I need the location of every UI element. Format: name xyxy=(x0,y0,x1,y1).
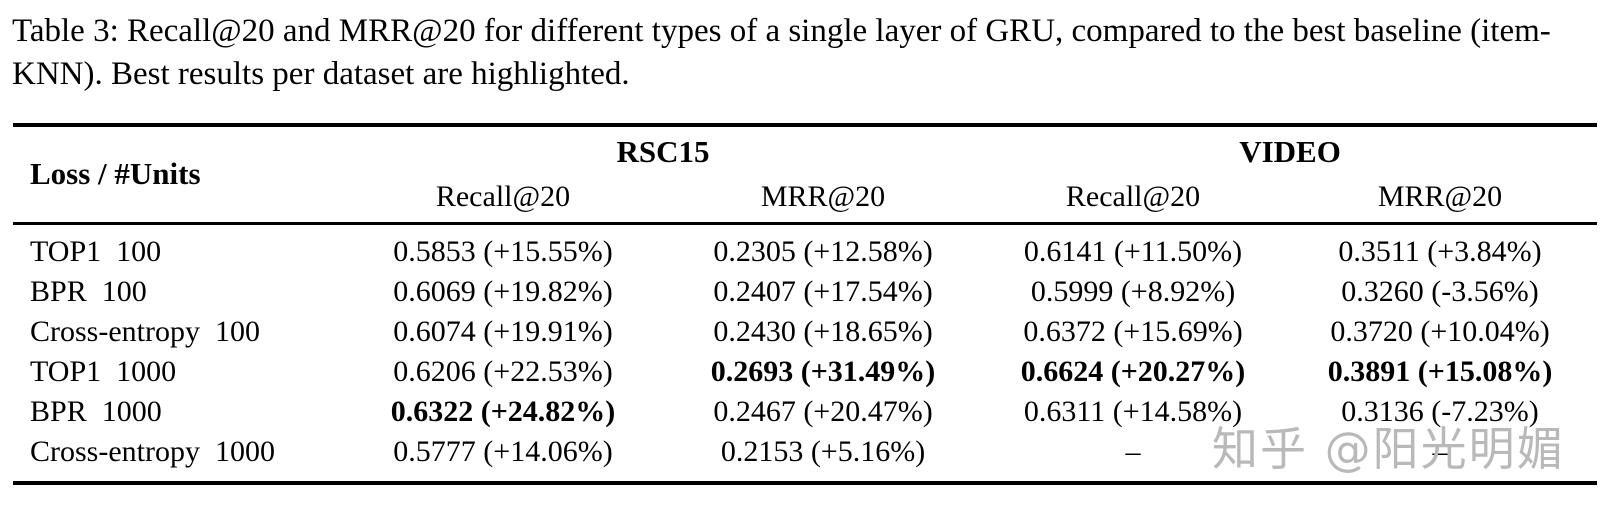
loss-name: BPR xyxy=(30,394,87,428)
header-row-groups: Loss / #Units RSC15 VIDEO xyxy=(13,125,1597,225)
units-value: 100 xyxy=(116,234,162,268)
column-group-rsc15: RSC15 xyxy=(616,134,710,169)
cell-video-mrr: 0.3136 (-7.23%) xyxy=(1341,394,1539,428)
table-row: Cross-entropy 100 0.6074 (+19.91%) 0.2430… xyxy=(13,312,1597,352)
loss-name: TOP1 xyxy=(30,354,102,388)
cell-rsc15-mrr: 0.2467 (+20.47%) xyxy=(713,394,933,428)
cell-rsc15-recall: 0.6069 (+19.82%) xyxy=(393,274,613,308)
cell-rsc15-recall: 0.5777 (+14.06%) xyxy=(393,434,613,468)
cell-video-recall: 0.6624 (+20.27%) xyxy=(1020,354,1246,388)
cell-video-mrr: – xyxy=(1432,434,1448,468)
units-value: 100 xyxy=(214,314,260,348)
cell-video-mrr: 0.3511 (+3.84%) xyxy=(1338,234,1542,268)
cell-video-mrr: 0.3260 (-3.56%) xyxy=(1341,274,1539,308)
table-row: TOP1 1000 0.6206 (+22.53%) 0.2693 (+31.49… xyxy=(13,352,1597,392)
table-row: BPR 100 0.6069 (+19.82%) 0.2407 (+17.54%)… xyxy=(13,272,1597,312)
table-row: Cross-entropy 1000 0.5777 (+14.06%) 0.215… xyxy=(13,432,1597,483)
cell-rsc15-recall: 0.6206 (+22.53%) xyxy=(393,354,613,388)
column-group-video: VIDEO xyxy=(1239,134,1341,169)
loss-name: BPR xyxy=(30,274,87,308)
cell-video-recall: 0.6141 (+11.50%) xyxy=(1023,234,1243,268)
results-table: Loss / #Units RSC15 VIDEO Recall@20 MRR@… xyxy=(13,123,1598,485)
column-header-loss-units: Loss / #Units xyxy=(13,125,343,225)
header-row-metrics: Recall@20 MRR@20 Recall@20 MRR@20 xyxy=(13,172,1598,225)
units-value: 100 xyxy=(101,274,147,308)
cell-rsc15-mrr: 0.2305 (+12.58%) xyxy=(713,234,933,268)
cell-video-recall: 0.6311 (+14.58%) xyxy=(1023,394,1243,428)
row-label: TOP1 100 xyxy=(13,223,343,272)
cell-rsc15-recall: 0.6322 (+24.82%) xyxy=(390,394,616,428)
column-header-rsc15-mrr: MRR@20 xyxy=(663,172,984,225)
cell-video-mrr: 0.3720 (+10.04%) xyxy=(1330,314,1550,348)
row-label: BPR 100 xyxy=(13,272,343,312)
cell-rsc15-recall: 0.5853 (+15.55%) xyxy=(393,234,613,268)
loss-name: Cross-entropy xyxy=(30,434,200,468)
table-row: TOP1 100 0.5853 (+15.55%) 0.2305 (+12.58%… xyxy=(13,223,1597,272)
loss-name: TOP1 xyxy=(30,234,102,268)
row-label: Cross-entropy 100 xyxy=(13,312,343,352)
cell-video-recall: – xyxy=(1125,434,1141,468)
cell-video-recall: 0.5999 (+8.92%) xyxy=(1030,274,1236,308)
cell-video-recall: 0.6372 (+15.69%) xyxy=(1023,314,1243,348)
cell-rsc15-mrr: 0.2153 (+5.16%) xyxy=(720,434,926,468)
units-value: 1000 xyxy=(101,394,162,428)
loss-name: Cross-entropy xyxy=(30,314,200,348)
table-row: BPR 1000 0.6322 (+24.82%) 0.2467 (+20.47%… xyxy=(13,392,1597,432)
row-label: TOP1 1000 xyxy=(13,352,343,392)
table-caption: Table 3: Recall@20 and MRR@20 for differ… xyxy=(12,13,1551,92)
column-header-video-mrr: MRR@20 xyxy=(1283,172,1598,225)
units-value: 1000 xyxy=(116,354,177,388)
cell-video-mrr: 0.3891 (+15.08%) xyxy=(1327,354,1553,388)
row-label: Cross-entropy 1000 xyxy=(13,432,343,483)
units-value: 1000 xyxy=(214,434,275,468)
cell-rsc15-mrr: 0.2430 (+18.65%) xyxy=(713,314,933,348)
cell-rsc15-mrr: 0.2407 (+17.54%) xyxy=(713,274,933,308)
row-label: BPR 1000 xyxy=(13,392,343,432)
cell-rsc15-recall: 0.6074 (+19.91%) xyxy=(393,314,613,348)
column-header-rsc15-recall: Recall@20 xyxy=(343,172,663,225)
cell-rsc15-mrr: 0.2693 (+31.49%) xyxy=(710,354,936,388)
column-header-video-recall: Recall@20 xyxy=(983,172,1284,225)
